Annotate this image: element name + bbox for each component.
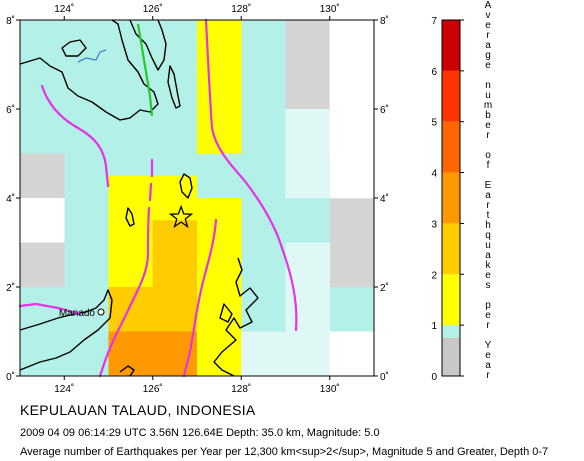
map-tick-labels: 124˚ 126˚ 128˚ 130˚ 124˚ 126˚ 128˚ 130˚ 8˚ 6˚ 4˚ 2˚… [6, 3, 389, 395]
legend-color-bin [442, 223, 460, 275]
legend-color-bin [442, 70, 460, 122]
grid-cell [152, 287, 198, 332]
legend-tick-label: 4 [431, 169, 437, 180]
grid-cell [108, 175, 197, 198]
grid-cell [20, 242, 65, 288]
legend-color-bin [442, 337, 460, 376]
right-tick-label: 2˚ [380, 282, 389, 294]
grid-cell [329, 242, 375, 288]
coastline-talaud [179, 173, 193, 199]
grid-cell [329, 331, 375, 377]
city-marker [97, 308, 105, 316]
coastline-mindanao-west [19, 19, 159, 121]
grid-cell [108, 198, 154, 243]
coastline-morotai [219, 303, 233, 323]
legend-tick-label: 5 [431, 118, 437, 129]
left-tick-label: 0˚ [6, 371, 15, 383]
left-tick-label: 6˚ [6, 104, 15, 116]
epicenter-star-icon [168, 204, 194, 229]
seismicity-map: Manado 124˚ 126˚ 128˚ 130˚124˚ 126˚ 128˚ 130˚8… [6, 0, 492, 395]
grid-cell [241, 331, 286, 377]
grid-cell [285, 331, 331, 377]
map-frame [16, 16, 378, 380]
grid-cell [285, 109, 331, 154]
coastline-island [61, 39, 87, 57]
grid-cell [197, 20, 242, 65]
grid-cell [20, 153, 65, 199]
legend-tick-label: 6 [431, 67, 437, 78]
top-tick-label: 124˚ [54, 3, 74, 15]
grid-cell [197, 287, 242, 332]
plate-boundary [98, 158, 154, 378]
grid-cell [285, 153, 331, 199]
bottom-tick-label: 124˚ [54, 383, 74, 395]
geographic-features: Manado [18, 18, 298, 378]
event-details: 2009 04 09 06:14:29 UTC 3.56N 126.64E De… [20, 427, 380, 439]
top-tick-label: 128˚ [231, 3, 251, 15]
grid-cell [285, 287, 331, 332]
coastline-sulawesi [19, 289, 113, 371]
coastline-halmahera [213, 257, 259, 377]
grid-cell [285, 64, 331, 110]
grid-cell [108, 331, 154, 377]
left-tick-label: 8˚ [6, 15, 15, 27]
top-tick-label: 126˚ [143, 3, 163, 15]
legend-color-bin [442, 172, 460, 224]
grid-cell [197, 64, 242, 110]
grid-cell [241, 20, 286, 65]
right-tick-label: 8˚ [380, 15, 389, 27]
fault-line [136, 23, 154, 117]
map-title: KEPULAUAN TALAUD, INDONESIA [20, 402, 256, 418]
legend-color-bin [442, 20, 460, 71]
legend-tick-label: 3 [431, 219, 437, 230]
grid-cell [329, 153, 375, 199]
right-tick-label: 6˚ [380, 104, 389, 116]
legend-border [441, 19, 461, 377]
coastline-small-island [119, 365, 135, 377]
grid-cell [329, 64, 375, 110]
left-tick-label: 2˚ [6, 282, 15, 294]
legend-tick-label: 0 [431, 372, 437, 383]
seismicity-grid [20, 20, 375, 377]
plate-boundary [204, 18, 298, 332]
river-line [77, 49, 107, 63]
grid-cell [108, 242, 154, 288]
plate-boundary [182, 218, 218, 378]
grid-cell [285, 20, 331, 65]
top-tick-label: 130˚ [320, 3, 340, 15]
grid-cell [197, 198, 242, 243]
legend-tick-label: 2 [431, 270, 437, 281]
plate-boundary [40, 84, 110, 188]
right-tick-label: 4˚ [380, 193, 389, 205]
grid-cell [329, 198, 375, 243]
grid-cell [329, 20, 375, 65]
legend-color-bin [442, 274, 460, 326]
grid-cell [152, 242, 198, 288]
plate-boundary [18, 302, 82, 316]
coastline-sangihe [125, 207, 135, 227]
city-label: Manado [59, 308, 96, 319]
bottom-tick-label: 130˚ [320, 383, 340, 395]
legend-tick-label: 7 [431, 16, 437, 27]
legend-color-bin [442, 121, 460, 173]
left-tick-label: 4˚ [6, 193, 15, 205]
bottom-tick-label: 128˚ [231, 383, 251, 395]
grid-cell [329, 109, 375, 154]
grid-cell [285, 242, 331, 288]
grid-cell [108, 287, 154, 332]
coastline-peninsula [167, 65, 181, 109]
map-footnote: Average number of Earthquakes per Year p… [20, 446, 549, 458]
grid-cell [20, 198, 65, 243]
legend-tick-label: 1 [431, 321, 437, 332]
bottom-tick-label: 126˚ [143, 383, 163, 395]
right-tick-label: 0˚ [380, 371, 389, 383]
